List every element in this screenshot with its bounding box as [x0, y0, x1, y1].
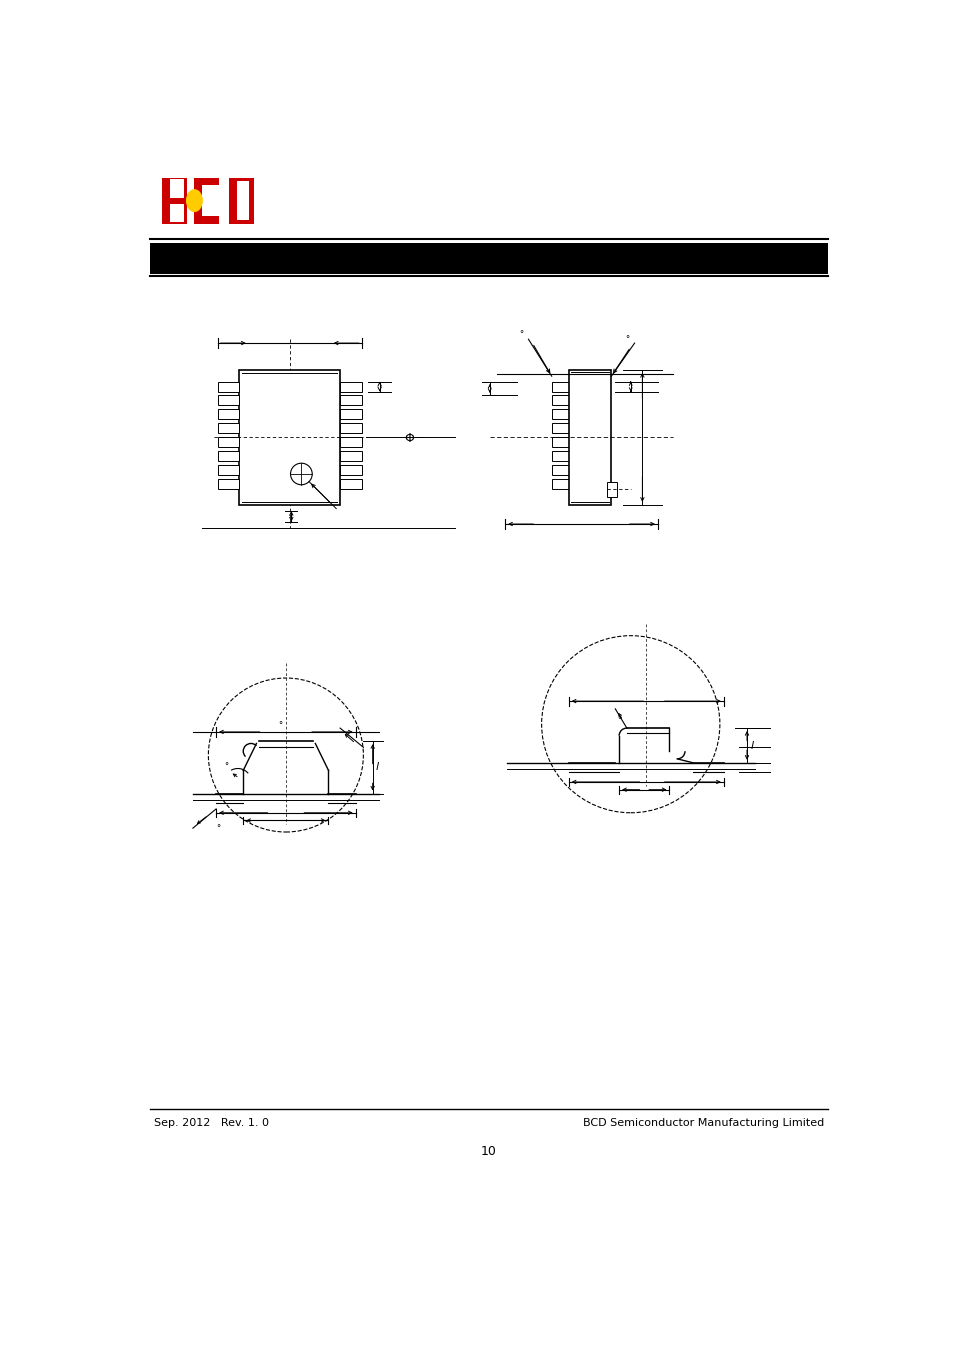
- Bar: [551, 478, 568, 489]
- Bar: [340, 396, 361, 405]
- Text: BCD Semiconductor Manufacturing Limited: BCD Semiconductor Manufacturing Limited: [582, 1119, 823, 1128]
- Bar: [217, 451, 239, 461]
- Bar: [170, 203, 187, 224]
- Text: °: °: [617, 716, 620, 725]
- Text: l: l: [375, 762, 378, 771]
- Bar: [340, 436, 361, 447]
- Bar: [239, 370, 340, 505]
- Bar: [551, 381, 568, 392]
- Bar: [551, 409, 568, 419]
- Text: l: l: [750, 740, 753, 751]
- Bar: [217, 381, 239, 392]
- Bar: [551, 465, 568, 474]
- Bar: [170, 199, 187, 203]
- Text: °: °: [278, 721, 282, 731]
- Bar: [170, 177, 187, 199]
- Bar: [217, 478, 239, 489]
- Bar: [340, 381, 361, 392]
- Bar: [202, 216, 219, 224]
- Ellipse shape: [187, 190, 202, 211]
- Text: 10: 10: [480, 1146, 497, 1158]
- Bar: [340, 478, 361, 489]
- Bar: [236, 177, 253, 224]
- Text: °: °: [224, 762, 228, 771]
- Bar: [217, 423, 239, 434]
- Bar: [551, 396, 568, 405]
- Bar: [217, 465, 239, 474]
- Bar: [170, 180, 183, 197]
- Bar: [551, 436, 568, 447]
- Bar: [217, 436, 239, 447]
- Bar: [340, 423, 361, 434]
- Bar: [236, 181, 249, 220]
- Bar: [340, 465, 361, 474]
- Bar: [202, 177, 219, 185]
- Bar: [194, 177, 202, 224]
- Bar: [568, 370, 611, 505]
- Text: Φ: Φ: [404, 432, 414, 444]
- Bar: [162, 177, 170, 224]
- Bar: [551, 423, 568, 434]
- Bar: [340, 409, 361, 419]
- Bar: [170, 204, 183, 222]
- Bar: [217, 396, 239, 405]
- Text: °: °: [518, 330, 523, 339]
- Bar: [551, 451, 568, 461]
- Text: °: °: [216, 824, 220, 832]
- Bar: [607, 482, 617, 497]
- Text: Sep. 2012   Rev. 1. 0: Sep. 2012 Rev. 1. 0: [154, 1119, 269, 1128]
- Bar: [150, 243, 827, 274]
- Text: °: °: [624, 335, 629, 343]
- Bar: [229, 177, 236, 224]
- Bar: [340, 451, 361, 461]
- Bar: [217, 409, 239, 419]
